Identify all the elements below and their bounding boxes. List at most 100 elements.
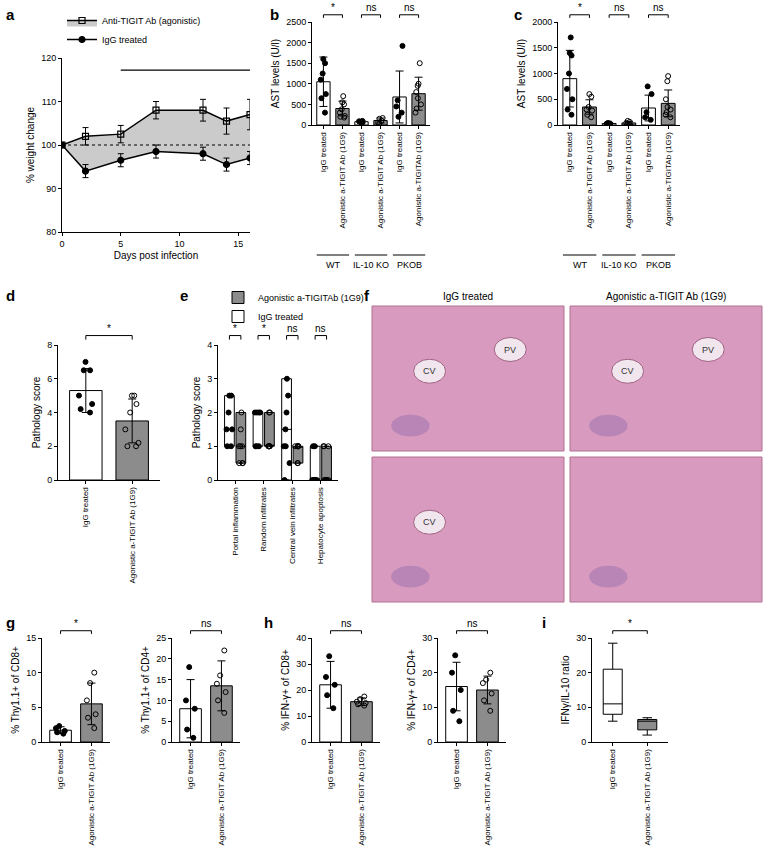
svg-text:0: 0 <box>161 737 166 747</box>
svg-text:Pathology score: Pathology score <box>31 376 42 448</box>
svg-text:Central vein infiltrates: Central vein infiltrates <box>288 487 297 564</box>
svg-text:3: 3 <box>207 374 212 384</box>
svg-text:2500: 2500 <box>286 17 306 27</box>
svg-text:b: b <box>270 6 279 23</box>
svg-text:% IFN-γ+ of CD4+: % IFN-γ+ of CD4+ <box>406 649 417 731</box>
svg-text:PKOB: PKOB <box>397 260 422 270</box>
svg-text:ns: ns <box>404 2 415 13</box>
svg-text:% IFN-γ+ of CD8+: % IFN-γ+ of CD8+ <box>280 649 291 731</box>
svg-text:20: 20 <box>576 668 586 678</box>
svg-text:Agonistic a-TIGIT Ab (1G9): Agonistic a-TIGIT Ab (1G9) <box>483 749 492 846</box>
svg-text:0: 0 <box>47 475 52 485</box>
svg-text:Agonistic a-TIGIT Ab (1G9): Agonistic a-TIGIT Ab (1G9) <box>376 132 385 229</box>
svg-text:5: 5 <box>31 702 36 712</box>
svg-text:% Thy1.1+ of CD8+: % Thy1.1+ of CD8+ <box>10 646 21 734</box>
svg-text:20: 20 <box>422 668 432 678</box>
svg-text:1500: 1500 <box>286 58 306 68</box>
svg-text:PV: PV <box>504 345 516 355</box>
svg-text:Agonistic a-TIGIT Ab (1G9): Agonistic a-TIGIT Ab (1G9) <box>357 749 366 846</box>
svg-text:20: 20 <box>156 654 166 664</box>
svg-text:AST levels (U/l): AST levels (U/l) <box>516 39 527 108</box>
svg-text:110: 110 <box>42 97 56 107</box>
svg-text:Agonistic a-TIGITAb (1G9): Agonistic a-TIGITAb (1G9) <box>414 132 423 226</box>
svg-text:30: 30 <box>422 633 432 643</box>
svg-text:*: * <box>233 323 237 334</box>
svg-text:IgG treated: IgG treated <box>186 749 195 789</box>
svg-text:AST levels (U/l): AST levels (U/l) <box>270 39 281 108</box>
svg-text:PKOB: PKOB <box>646 260 671 270</box>
svg-text:120: 120 <box>41 53 56 63</box>
svg-text:IgG treated: IgG treated <box>81 487 90 527</box>
svg-text:10: 10 <box>174 239 184 249</box>
svg-text:Agonistic a-TIGITAb (1G9): Agonistic a-TIGITAb (1G9) <box>258 293 364 303</box>
svg-text:IgG treated: IgG treated <box>605 132 614 172</box>
svg-text:IgG treated: IgG treated <box>452 749 461 789</box>
svg-text:15: 15 <box>156 675 166 685</box>
svg-text:20: 20 <box>296 685 306 695</box>
svg-text:g: g <box>6 614 15 631</box>
svg-text:Agonistic a-TIGIT Ab (1G9): Agonistic a-TIGIT Ab (1G9) <box>87 749 96 846</box>
svg-text:ns: ns <box>366 2 377 13</box>
svg-text:h: h <box>264 614 273 631</box>
svg-text:2: 2 <box>47 441 52 451</box>
svg-text:% weight change: % weight change <box>25 106 36 183</box>
svg-text:0: 0 <box>427 737 432 747</box>
svg-text:2000: 2000 <box>286 38 306 48</box>
svg-text:1000: 1000 <box>286 79 306 89</box>
svg-text:ns: ns <box>201 618 212 629</box>
svg-text:6: 6 <box>47 374 52 384</box>
svg-text:0: 0 <box>207 475 212 485</box>
svg-text:IgG treated: IgG treated <box>644 132 653 172</box>
svg-text:10: 10 <box>576 702 586 712</box>
svg-text:IgG treated: IgG treated <box>319 132 328 172</box>
svg-text:% Thy1.1+ of CD4+: % Thy1.1+ of CD4+ <box>140 646 151 734</box>
svg-text:*: * <box>628 618 632 629</box>
svg-text:8: 8 <box>47 340 52 350</box>
svg-text:WT: WT <box>573 260 587 270</box>
svg-text:Agonistic a-TIGIT Ab (1G9): Agonistic a-TIGIT Ab (1G9) <box>217 749 226 846</box>
svg-text:ns: ns <box>467 618 478 629</box>
svg-text:c: c <box>514 6 522 23</box>
svg-text:80: 80 <box>46 227 56 237</box>
svg-text:25: 25 <box>156 633 166 643</box>
svg-text:*: * <box>331 2 335 13</box>
svg-text:2: 2 <box>207 408 212 418</box>
svg-text:i: i <box>542 614 546 631</box>
svg-text:IgG treated: IgG treated <box>443 291 493 302</box>
svg-text:30: 30 <box>296 659 306 669</box>
svg-text:15: 15 <box>233 239 243 249</box>
svg-text:40: 40 <box>296 633 306 643</box>
svg-text:1500: 1500 <box>532 43 552 53</box>
svg-text:Portal inflammation: Portal inflammation <box>231 487 240 555</box>
svg-text:a: a <box>6 6 15 23</box>
svg-text:5: 5 <box>118 239 123 249</box>
svg-text:CV: CV <box>423 366 436 376</box>
svg-text:Agonistic a-TIGIT Ab (1G9): Agonistic a-TIGIT Ab (1G9) <box>585 132 594 229</box>
svg-text:e: e <box>180 287 188 304</box>
svg-text:500: 500 <box>291 100 306 110</box>
svg-text:IL-10 KO: IL-10 KO <box>601 260 637 270</box>
svg-text:Random infiltrates: Random infiltrates <box>259 487 268 551</box>
svg-text:*: * <box>107 323 111 334</box>
svg-text:IgG treated: IgG treated <box>258 312 303 322</box>
svg-text:CV: CV <box>423 517 436 527</box>
svg-text:Agonistic a-TIGIT Ab (1G9): Agonistic a-TIGIT Ab (1G9) <box>606 291 726 302</box>
svg-text:0: 0 <box>301 120 306 130</box>
svg-text:15: 15 <box>26 633 36 643</box>
svg-text:Agonistic a-TIGIT Ab (1G9): Agonistic a-TIGIT Ab (1G9) <box>338 132 347 229</box>
svg-text:2000: 2000 <box>532 17 552 27</box>
svg-text:IgG treated: IgG treated <box>395 132 404 172</box>
svg-text:Agonistic a-TIGITAb (1G9): Agonistic a-TIGITAb (1G9) <box>664 132 673 226</box>
svg-text:30: 30 <box>576 633 586 643</box>
svg-text:IFNγ/IL-10 ratio: IFNγ/IL-10 ratio <box>560 655 571 724</box>
svg-text:Agonistic a-TIGIT Ab (1G9): Agonistic a-TIGIT Ab (1G9) <box>624 132 633 229</box>
svg-text:500: 500 <box>537 94 552 104</box>
svg-text:90: 90 <box>46 184 56 194</box>
svg-text:1: 1 <box>207 441 212 451</box>
svg-text:0: 0 <box>301 737 306 747</box>
svg-text:*: * <box>262 323 266 334</box>
svg-text:WT: WT <box>326 260 340 270</box>
svg-text:4: 4 <box>47 408 52 418</box>
svg-text:Hepatocyte apoptosis: Hepatocyte apoptosis <box>316 487 325 564</box>
svg-text:0: 0 <box>59 239 64 249</box>
